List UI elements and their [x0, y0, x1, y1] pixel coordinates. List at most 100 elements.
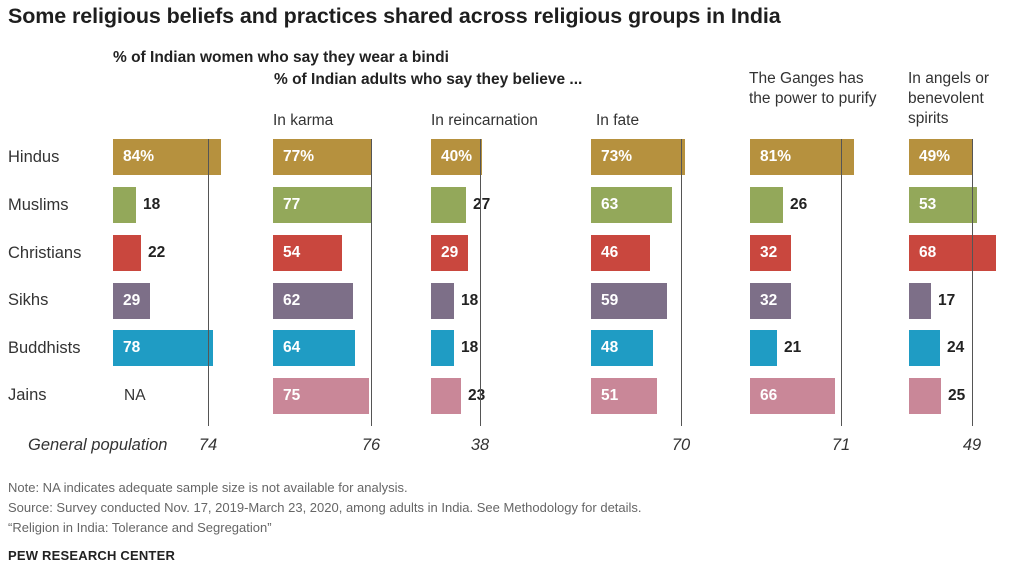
- value-label-fate-christians: 46: [601, 244, 619, 261]
- value-label-angels-sikhs: 17: [938, 292, 956, 309]
- column-header-angels: In angels or benevolent spirits: [908, 70, 989, 127]
- value-label-fate-hindus: 73%: [601, 148, 633, 165]
- column-header-reincarnation: In reincarnation: [431, 112, 538, 129]
- value-label-fate-muslims: 63: [601, 196, 619, 213]
- bar-angels-jains: [909, 378, 941, 414]
- value-label-fate-sikhs: 59: [601, 292, 619, 309]
- bar-fate-jains: [591, 378, 657, 414]
- bar-angels-muslims: [909, 187, 977, 223]
- value-label-karma-muslims: 77: [283, 196, 301, 213]
- value-label-bindi-buddhists: 78: [123, 339, 141, 356]
- bar-angels-christians: [909, 235, 996, 271]
- bar-angels-sikhs: [909, 283, 931, 319]
- bar-reincarnation-sikhs: [431, 283, 454, 319]
- value-label-reincarnation-jains: 23: [468, 387, 486, 404]
- chart-title: Some religious beliefs and practices sha…: [8, 4, 781, 28]
- bar-reincarnation-christians: [431, 235, 468, 271]
- row-label-buddhists: Buddhists: [8, 339, 81, 357]
- bar-bindi-buddhists: [113, 330, 213, 366]
- bar-ganges-sikhs: [750, 283, 791, 319]
- bar-angels-hindus: [909, 139, 972, 175]
- bar-karma-sikhs: [273, 283, 353, 319]
- group-header: % of Indian adults who say they believe …: [274, 71, 583, 88]
- bar-ganges-buddhists: [750, 330, 777, 366]
- bar-karma-jains: [273, 378, 369, 414]
- row-label-sikhs: Sikhs: [8, 291, 49, 309]
- value-label-ganges-sikhs: 32: [760, 292, 778, 309]
- value-label-fate-jains: 51: [601, 387, 619, 404]
- general-population-value-ganges: 71: [831, 436, 851, 454]
- bar-fate-buddhists: [591, 330, 653, 366]
- general-population-value-angels: 49: [962, 436, 982, 454]
- column-header-ganges: The Ganges has the power to purify: [749, 70, 877, 107]
- bar-karma-buddhists: [273, 330, 355, 366]
- bar-bindi-christians: [113, 235, 141, 271]
- bar-reincarnation-hindus: [431, 139, 482, 175]
- general-population-line-ganges: [841, 139, 842, 426]
- bar-ganges-muslims: [750, 187, 783, 223]
- row-label-jains: Jains: [8, 386, 47, 404]
- general-population-line-bindi: [208, 139, 209, 426]
- note-report-title: “Religion in India: Tolerance and Segreg…: [8, 520, 272, 535]
- bar-bindi-sikhs: [113, 283, 150, 319]
- bar-ganges-hindus: [750, 139, 854, 175]
- value-label-ganges-buddhists: 21: [784, 339, 802, 356]
- value-label-karma-hindus: 77%: [283, 148, 315, 165]
- bar-fate-sikhs: [591, 283, 667, 319]
- bar-fate-christians: [591, 235, 650, 271]
- value-label-angels-jains: 25: [948, 387, 966, 404]
- general-population-value-karma: 76: [361, 436, 381, 454]
- value-label-angels-christians: 68: [919, 244, 937, 261]
- bar-ganges-christians: [750, 235, 791, 271]
- note-na: Note: NA indicates adequate sample size …: [8, 480, 408, 495]
- pew-research-center-logo: PEW RESEARCH CENTER: [8, 548, 176, 563]
- row-label-christians: Christians: [8, 244, 82, 262]
- row-label-muslims: Muslims: [8, 196, 69, 214]
- bar-angels-buddhists: [909, 330, 940, 366]
- bar-ganges-jains: [750, 378, 835, 414]
- bar-karma-muslims: [273, 187, 372, 223]
- value-label-reincarnation-sikhs: 18: [461, 292, 479, 309]
- general-population-line-karma: [371, 139, 372, 426]
- row-label-hindus: Hindus: [8, 148, 60, 166]
- value-label-ganges-muslims: 26: [790, 196, 808, 213]
- general-population-line-reincarnation: [480, 139, 481, 426]
- value-label-karma-sikhs: 62: [283, 292, 301, 309]
- column-header-karma: In karma: [273, 112, 334, 129]
- value-label-bindi-jains: NA: [124, 387, 146, 404]
- value-label-reincarnation-hindus: 40%: [441, 148, 473, 165]
- value-label-bindi-christians: 22: [148, 244, 166, 261]
- value-label-fate-buddhists: 48: [601, 339, 619, 356]
- value-label-angels-buddhists: 24: [947, 339, 965, 356]
- bar-reincarnation-buddhists: [431, 330, 454, 366]
- bar-reincarnation-muslims: [431, 187, 466, 223]
- value-label-ganges-christians: 32: [760, 244, 778, 261]
- value-label-karma-buddhists: 64: [283, 339, 301, 356]
- value-label-bindi-hindus: 84%: [123, 148, 155, 165]
- general-population-label: General population: [28, 436, 168, 454]
- column-header-fate: In fate: [596, 112, 640, 129]
- value-label-angels-hindus: 49%: [919, 148, 951, 165]
- bar-reincarnation-jains: [431, 378, 461, 414]
- general-population-value-bindi: 74: [198, 436, 218, 454]
- general-population-line-angels: [972, 139, 973, 426]
- general-population-value-reincarnation: 38: [470, 436, 490, 454]
- value-label-karma-christians: 54: [283, 244, 301, 261]
- value-label-bindi-muslims: 18: [143, 196, 161, 213]
- value-label-angels-muslims: 53: [919, 196, 937, 213]
- note-source: Source: Survey conducted Nov. 17, 2019-M…: [8, 500, 642, 515]
- general-population-line-fate: [681, 139, 682, 426]
- column-header-bindi: % of Indian women who say they wear a bi…: [113, 49, 449, 66]
- general-population-value-fate: 70: [671, 436, 691, 454]
- bar-fate-hindus: [591, 139, 685, 175]
- bar-fate-muslims: [591, 187, 672, 223]
- bar-bindi-hindus: [113, 139, 221, 175]
- bar-karma-christians: [273, 235, 342, 271]
- value-label-reincarnation-buddhists: 18: [461, 339, 479, 356]
- value-label-ganges-jains: 66: [760, 387, 778, 404]
- bar-karma-hindus: [273, 139, 372, 175]
- bar-bindi-muslims: [113, 187, 136, 223]
- value-label-reincarnation-muslims: 27: [473, 196, 491, 213]
- value-label-reincarnation-christians: 29: [441, 244, 459, 261]
- value-label-bindi-sikhs: 29: [123, 292, 141, 309]
